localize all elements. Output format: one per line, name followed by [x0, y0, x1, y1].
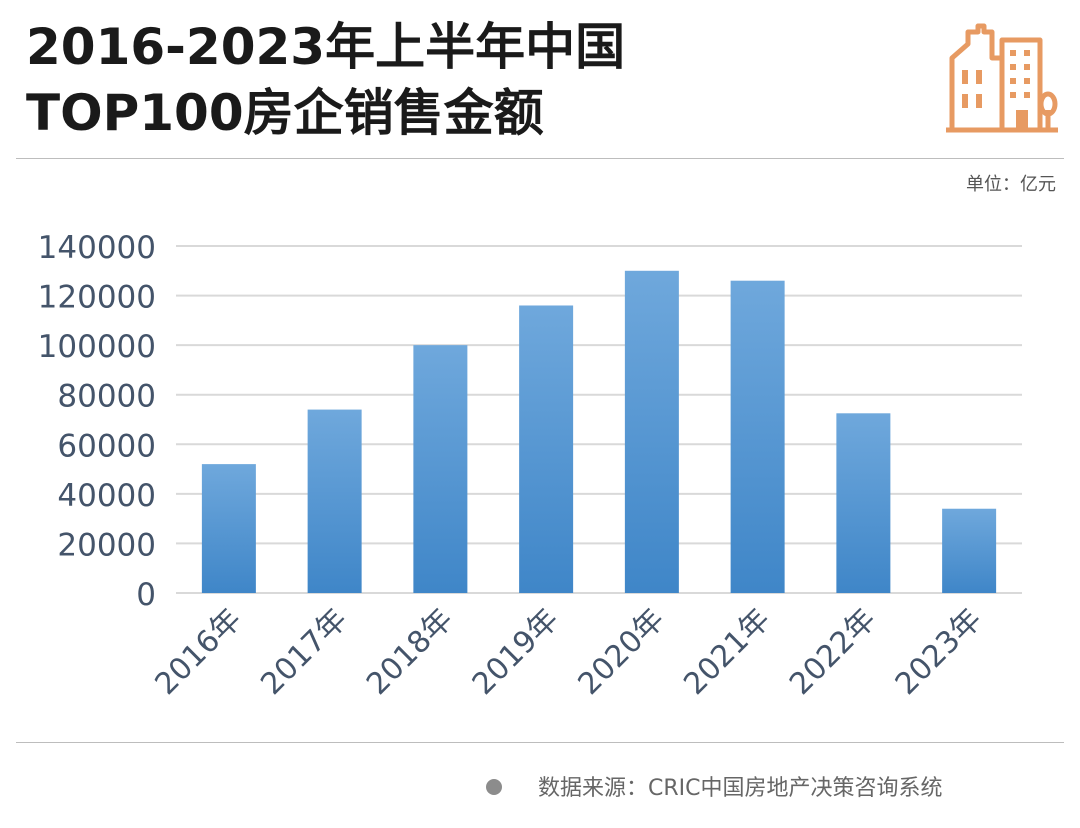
bar-2017年 [307, 409, 362, 593]
y-tick-label: 20000 [57, 527, 156, 563]
y-tick-label: 60000 [57, 428, 156, 464]
x-tick-label: 2021年 [677, 602, 777, 702]
x-tick-label: 2022年 [783, 602, 883, 702]
y-tick-label: 0 [136, 577, 156, 613]
data-source: 数据来源：CRIC中国房地产决策咨询系统 [486, 770, 943, 802]
y-tick-label: 120000 [38, 280, 156, 316]
title-line-2: TOP100房企销售金额 [26, 84, 544, 142]
footer-divider [16, 742, 1064, 743]
y-tick-label: 40000 [57, 478, 156, 514]
bullet-icon [486, 779, 502, 795]
x-tick-label: 2017年 [254, 602, 354, 702]
bar-2021年 [730, 280, 785, 593]
x-tick-label: 2018年 [360, 602, 460, 702]
bar-2023年 [942, 508, 997, 593]
y-tick-label: 100000 [38, 329, 156, 365]
page-title: 2016-2023年上半年中国 TOP100房企销售金额 [26, 14, 625, 146]
source-text: 数据来源：CRIC中国房地产决策咨询系统 [538, 776, 943, 801]
bar-2022年 [836, 413, 891, 593]
x-tick-label: 2020年 [572, 602, 672, 702]
y-tick-label: 80000 [57, 379, 156, 415]
bar-2018年 [413, 345, 468, 593]
y-tick-label: 140000 [38, 230, 156, 266]
bar-2020年 [624, 270, 679, 593]
bar-2019年 [519, 305, 574, 593]
building-icon [946, 23, 1058, 133]
x-tick-label: 2023年 [889, 602, 989, 702]
x-tick-label: 2016年 [149, 602, 249, 702]
bar-2016年 [201, 464, 256, 593]
x-tick-label: 2019年 [466, 602, 566, 702]
title-line-1: 2016-2023年上半年中国 [26, 18, 626, 76]
unit-label: 单位：亿元 [966, 174, 1056, 195]
header-divider [16, 158, 1064, 159]
